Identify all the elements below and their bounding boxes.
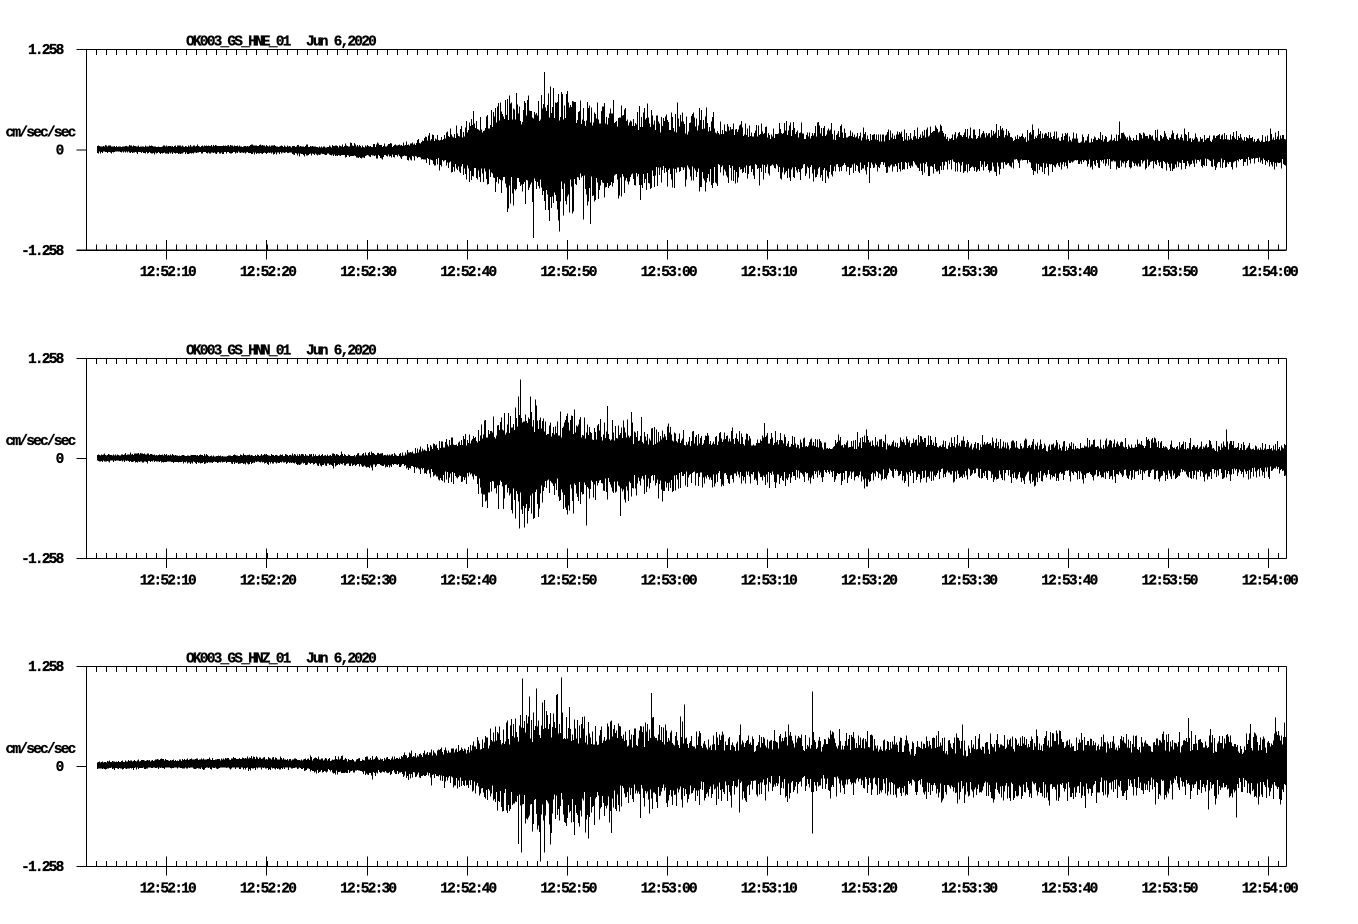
svg-text:12:53:30: 12:53:30 xyxy=(941,574,997,590)
svg-text:-1.258: -1.258 xyxy=(21,552,64,568)
svg-text:0: 0 xyxy=(56,452,64,468)
svg-text:0: 0 xyxy=(56,760,64,776)
svg-text:12:53:00: 12:53:00 xyxy=(641,574,697,590)
svg-text:12:53:50: 12:53:50 xyxy=(1141,265,1197,281)
svg-text:12:52:50: 12:52:50 xyxy=(540,265,596,281)
svg-text:12:53:50: 12:53:50 xyxy=(1141,574,1197,590)
svg-text:12:52:10: 12:52:10 xyxy=(140,574,196,590)
svg-text:12:52:30: 12:52:30 xyxy=(340,574,396,590)
svg-text:12:53:00: 12:53:00 xyxy=(641,265,697,281)
svg-text:12:52:20: 12:52:20 xyxy=(240,881,296,897)
svg-text:1.258: 1.258 xyxy=(28,43,64,59)
svg-text:cm/sec/sec: cm/sec/sec xyxy=(6,126,76,142)
svg-text:Jun 6,2020: Jun 6,2020 xyxy=(306,35,376,51)
svg-text:12:54:00: 12:54:00 xyxy=(1242,265,1298,281)
svg-text:12:53:10: 12:53:10 xyxy=(741,265,797,281)
svg-text:12:52:20: 12:52:20 xyxy=(240,265,296,281)
svg-text:OK003_GS_HNE_01: OK003_GS_HNE_01 xyxy=(186,35,292,51)
svg-text:12:53:30: 12:53:30 xyxy=(941,265,997,281)
svg-text:cm/sec/sec: cm/sec/sec xyxy=(6,742,76,758)
svg-text:12:52:50: 12:52:50 xyxy=(540,881,596,897)
svg-text:12:53:40: 12:53:40 xyxy=(1041,265,1097,281)
svg-text:12:53:40: 12:53:40 xyxy=(1041,881,1097,897)
svg-text:12:52:30: 12:52:30 xyxy=(340,881,396,897)
svg-text:12:52:30: 12:52:30 xyxy=(340,265,396,281)
svg-text:12:52:50: 12:52:50 xyxy=(540,574,596,590)
svg-text:12:52:10: 12:52:10 xyxy=(140,881,196,897)
svg-text:1.258: 1.258 xyxy=(28,352,64,368)
svg-text:12:53:20: 12:53:20 xyxy=(841,881,897,897)
svg-text:12:52:40: 12:52:40 xyxy=(440,881,496,897)
svg-text:12:52:10: 12:52:10 xyxy=(140,265,196,281)
svg-text:12:53:20: 12:53:20 xyxy=(841,574,897,590)
svg-text:-1.258: -1.258 xyxy=(21,860,64,876)
svg-text:Jun 6,2020: Jun 6,2020 xyxy=(306,652,376,668)
svg-text:0: 0 xyxy=(56,144,64,160)
svg-text:1.258: 1.258 xyxy=(28,660,64,676)
svg-text:12:53:10: 12:53:10 xyxy=(741,574,797,590)
svg-text:12:54:00: 12:54:00 xyxy=(1242,881,1298,897)
svg-text:12:53:40: 12:53:40 xyxy=(1041,574,1097,590)
svg-text:12:54:00: 12:54:00 xyxy=(1242,574,1298,590)
svg-text:12:53:20: 12:53:20 xyxy=(841,265,897,281)
svg-text:OK003_GS_HNZ_01: OK003_GS_HNZ_01 xyxy=(186,652,292,668)
svg-text:Jun 6,2020: Jun 6,2020 xyxy=(306,344,376,360)
svg-text:OK003_GS_HNN_01: OK003_GS_HNN_01 xyxy=(186,344,292,360)
svg-text:12:52:40: 12:52:40 xyxy=(440,265,496,281)
svg-text:-1.258: -1.258 xyxy=(21,244,64,260)
svg-text:12:52:40: 12:52:40 xyxy=(440,574,496,590)
svg-text:12:53:10: 12:53:10 xyxy=(741,881,797,897)
svg-text:12:53:00: 12:53:00 xyxy=(641,881,697,897)
svg-text:12:53:50: 12:53:50 xyxy=(1141,881,1197,897)
svg-text:cm/sec/sec: cm/sec/sec xyxy=(6,434,76,450)
svg-text:12:53:30: 12:53:30 xyxy=(941,881,997,897)
svg-text:12:52:20: 12:52:20 xyxy=(240,574,296,590)
